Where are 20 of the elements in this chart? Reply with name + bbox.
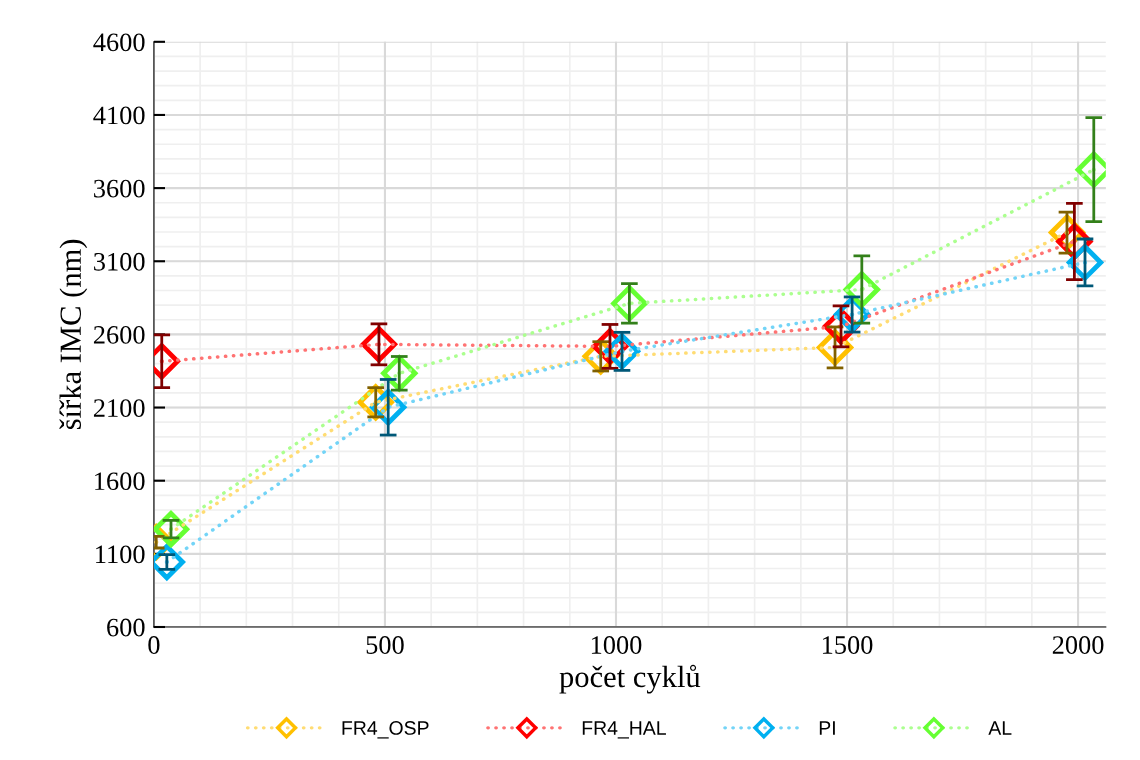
y-tick-label: 3100 xyxy=(94,252,145,271)
y-tick-label: 1600 xyxy=(95,472,145,491)
x-axis-title: počet cyklů xyxy=(559,664,701,694)
x-tick-label: 2000 xyxy=(1052,636,1104,654)
legend-label: FR4_HAL xyxy=(582,721,666,739)
x-tick-label: 500 xyxy=(366,636,404,654)
y-axis-title: šířka IMC (nm) xyxy=(59,239,88,430)
x-tick-label: 1500 xyxy=(822,636,873,654)
y-tick-label: 3600 xyxy=(94,179,145,198)
x-tick-label: 1000 xyxy=(591,636,642,654)
y-tick-label: 600 xyxy=(107,618,145,637)
legend-label: PI xyxy=(819,721,835,735)
y-tick-label: 4100 xyxy=(93,106,145,125)
y-tick-label: 2100 xyxy=(93,399,145,417)
y-tick-label: 2600 xyxy=(93,326,145,344)
y-tick-label: 1100 xyxy=(96,545,145,564)
legend-label: AL xyxy=(988,721,1012,735)
x-tick-label: 0 xyxy=(148,636,160,654)
y-tick-label: 4600 xyxy=(93,33,145,52)
legend-label: FR4_OSP xyxy=(342,721,429,739)
